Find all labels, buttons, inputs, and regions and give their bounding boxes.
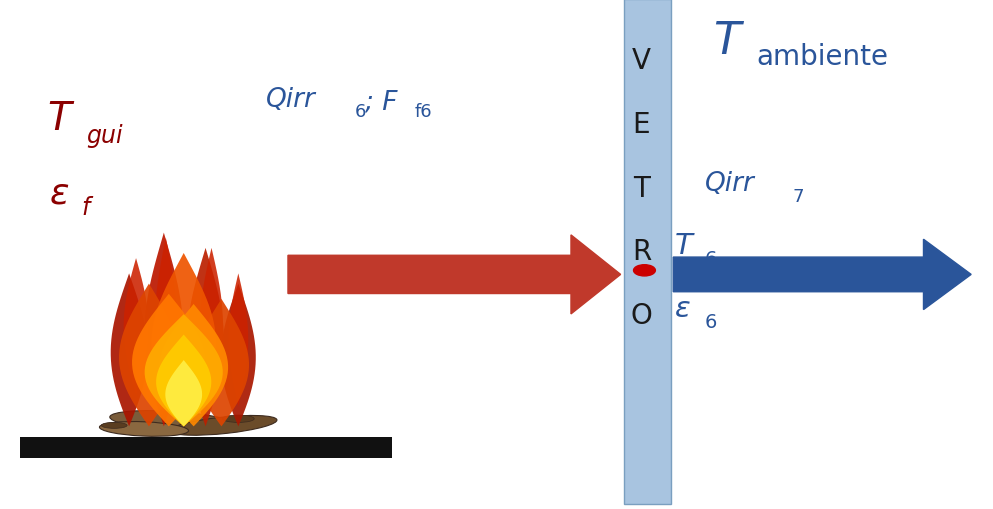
Polygon shape (200, 248, 222, 401)
FancyArrow shape (288, 235, 621, 314)
Text: T: T (713, 19, 740, 63)
Text: 6: 6 (355, 103, 365, 121)
Ellipse shape (99, 422, 189, 436)
Text: gui: gui (86, 124, 123, 148)
Polygon shape (119, 284, 179, 427)
Polygon shape (194, 299, 249, 427)
Polygon shape (132, 294, 206, 427)
Text: T: T (634, 175, 649, 202)
Text: ε: ε (50, 177, 70, 211)
Text: O: O (631, 302, 652, 329)
Text: ; F: ; F (365, 90, 398, 116)
Polygon shape (124, 259, 149, 396)
Polygon shape (155, 238, 177, 406)
Text: f: f (81, 196, 89, 220)
Polygon shape (145, 315, 222, 427)
Text: Qirr: Qirr (705, 171, 755, 197)
Ellipse shape (110, 411, 237, 432)
Text: V: V (632, 47, 651, 75)
Text: f6: f6 (415, 103, 433, 121)
FancyArrow shape (673, 240, 971, 310)
Polygon shape (187, 248, 223, 427)
Bar (624, 0, 671, 504)
Text: ambiente: ambiente (757, 43, 889, 71)
Ellipse shape (170, 416, 277, 435)
Polygon shape (159, 304, 228, 427)
Text: 6: 6 (705, 250, 717, 269)
Polygon shape (111, 274, 148, 427)
Polygon shape (152, 253, 215, 427)
Text: E: E (633, 111, 650, 138)
Text: R: R (632, 238, 651, 266)
Polygon shape (156, 335, 212, 427)
Bar (20, 437, 392, 458)
Polygon shape (165, 360, 203, 427)
Text: 6: 6 (705, 313, 717, 332)
Text: Qirr: Qirr (266, 87, 316, 113)
Ellipse shape (222, 415, 254, 422)
Text: ε: ε (675, 295, 691, 323)
Circle shape (634, 265, 655, 276)
Text: T: T (48, 100, 71, 138)
Polygon shape (145, 233, 183, 427)
Ellipse shape (101, 422, 127, 429)
Text: 7: 7 (792, 188, 804, 206)
Text: T: T (675, 232, 693, 260)
Polygon shape (228, 274, 248, 406)
Polygon shape (220, 284, 256, 427)
